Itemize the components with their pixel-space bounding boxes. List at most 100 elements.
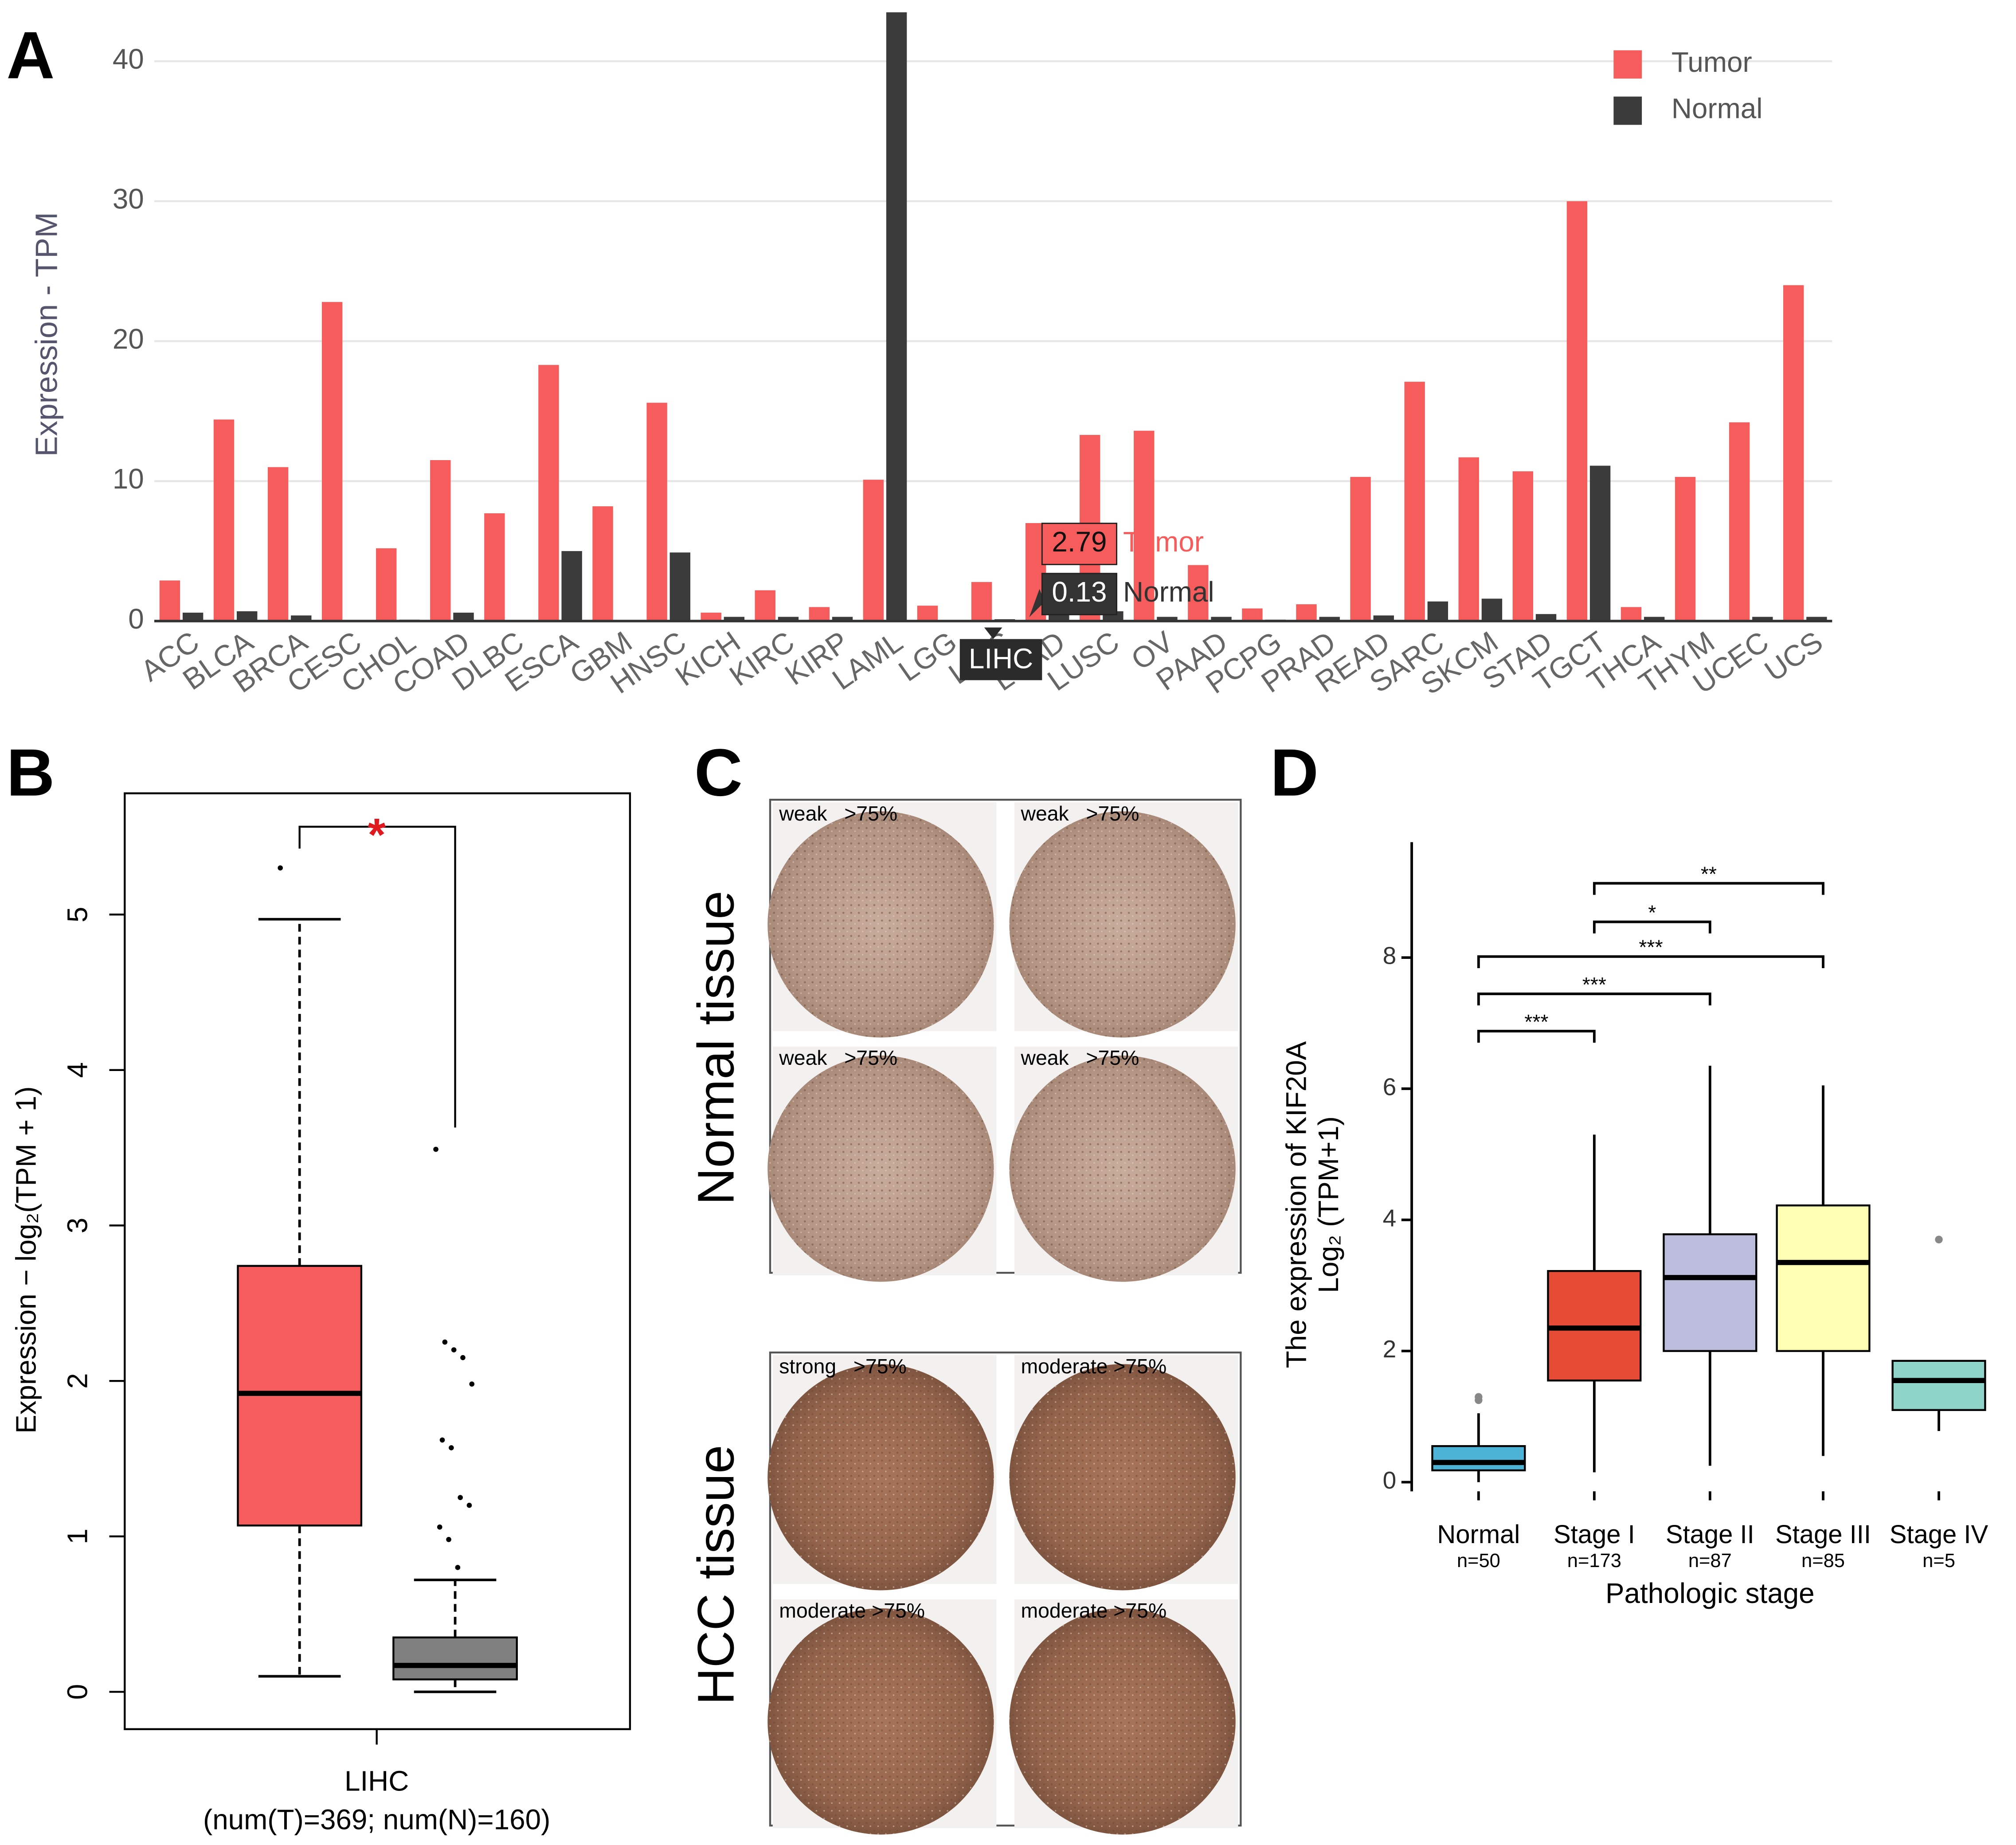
bar [291, 615, 312, 621]
tooltip-value-box [1041, 523, 1117, 565]
y-axis-title: Expression - TPM [29, 212, 64, 457]
tissue-texture [1009, 1055, 1236, 1282]
tooltip-series: Normal [1123, 576, 1214, 608]
bar [538, 365, 559, 621]
box [392, 1636, 518, 1681]
bar [1481, 598, 1503, 621]
bar [1644, 617, 1665, 621]
x-tick-label: Stage II [1666, 1521, 1754, 1549]
bar [182, 613, 204, 621]
bar [1319, 617, 1340, 621]
comparison-label: * [1648, 901, 1656, 924]
y-tick-label: 40 [113, 43, 144, 75]
y-tick-label: 10 [113, 463, 144, 495]
bar [1049, 614, 1069, 621]
bar [971, 582, 992, 621]
bar [863, 480, 884, 621]
bar [1589, 465, 1611, 621]
x-tick-sublabel: n=173 [1567, 1550, 1621, 1571]
tooltip-value-box [1041, 573, 1117, 615]
comparison-bracket [1477, 1030, 1596, 1043]
legend-swatch [1613, 50, 1642, 79]
bar [213, 419, 235, 621]
y-tick-label: 0 [128, 603, 144, 635]
bar [1157, 617, 1178, 621]
y-tick-label: 4 [1383, 1204, 1397, 1231]
bar [430, 460, 451, 621]
bar [809, 607, 830, 621]
outlier [449, 1445, 454, 1450]
outlier [469, 1381, 475, 1387]
outlier [446, 1537, 451, 1542]
bar [561, 551, 582, 621]
y-tick-label: 30 [113, 183, 144, 215]
legend-label: Normal [1672, 93, 1763, 125]
outlier [466, 1502, 472, 1508]
y-axis-title: Log₂ (TPM+1) [1312, 1116, 1344, 1293]
box [1776, 1204, 1871, 1352]
bar [1458, 457, 1479, 621]
image-caption: weak >75% [779, 1046, 897, 1069]
panel-label: C [694, 735, 743, 810]
y-tick-label: 5 [62, 907, 94, 922]
y-tick-label: 3 [62, 1218, 94, 1233]
bar [1350, 477, 1371, 621]
bar [1134, 430, 1155, 621]
bar [1566, 201, 1588, 621]
bar [1729, 422, 1750, 621]
x-tick-sublabel: n=5 [1922, 1550, 1955, 1571]
y-tick-label: 6 [1383, 1073, 1397, 1100]
significance-label: * [368, 809, 386, 861]
x-tick-label: UCS [1759, 625, 1829, 688]
comparison-label: *** [1639, 936, 1663, 959]
bar [376, 548, 397, 621]
bar [321, 302, 343, 621]
bar [1675, 477, 1696, 621]
x-axis-label: LIHC [344, 1765, 409, 1797]
image-caption: weak >75% [1020, 1046, 1139, 1069]
outlier [442, 1339, 448, 1345]
x-axis-sublabel: (num(T)=369; num(N)=160) [203, 1803, 550, 1835]
panel-label: A [6, 17, 55, 92]
outlier [439, 1437, 445, 1443]
bar [1211, 617, 1232, 621]
image-caption: weak >75% [1020, 802, 1139, 825]
tooltip-arrow [984, 627, 1002, 639]
y-tick-label: 1 [62, 1528, 94, 1544]
tissue-texture [1009, 1608, 1236, 1835]
comparison-bracket [1593, 920, 1711, 934]
legend-label: Tumor [1672, 46, 1752, 78]
x-tick-label: Normal [1437, 1521, 1520, 1549]
y-tick-label: 0 [62, 1684, 94, 1700]
y-tick-label: 2 [62, 1373, 94, 1388]
comparison-bracket [1593, 882, 1824, 895]
bar [1512, 471, 1534, 621]
bar [1296, 604, 1317, 621]
outlier [451, 1347, 457, 1352]
tooltip-category: LIHC [969, 643, 1033, 675]
group-title: Normal tissue [687, 891, 745, 1205]
x-tick-sublabel: n=50 [1457, 1550, 1500, 1571]
tooltip-value: 0.13 [1052, 576, 1107, 608]
outlier [460, 1355, 466, 1360]
bar [453, 613, 474, 621]
x-tick-sublabel: n=87 [1688, 1550, 1732, 1571]
tissue-texture [767, 1608, 994, 1835]
x-axis-title: Pathologic stage [1605, 1577, 1815, 1609]
x-tick-sublabel: n=85 [1801, 1550, 1845, 1571]
outlier [437, 1524, 442, 1530]
outlier [458, 1495, 463, 1500]
image-caption: strong >75% [779, 1355, 906, 1378]
bar [832, 617, 853, 621]
tooltip-value: 2.79 [1052, 526, 1107, 558]
y-tick-label: 20 [113, 323, 144, 355]
bar [886, 12, 907, 621]
box [1891, 1360, 1986, 1411]
outlier [1475, 1393, 1483, 1401]
tissue-texture [767, 811, 994, 1038]
y-tick-label: 4 [62, 1062, 94, 1078]
bar [1373, 615, 1394, 621]
comparison-bracket [1477, 993, 1711, 1006]
bar [267, 467, 289, 621]
